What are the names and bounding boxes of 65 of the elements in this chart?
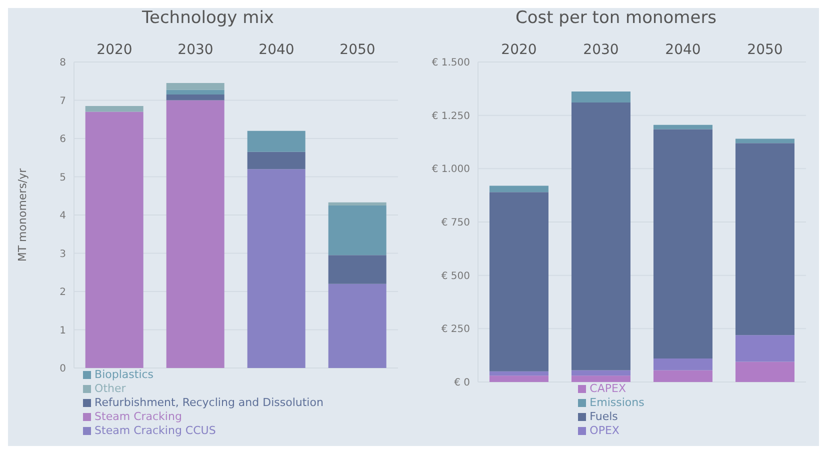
x-tick-label: 2030 (583, 42, 619, 58)
legend-label: Steam Cracking CCUS (94, 424, 216, 437)
y-tick-label: 8 (60, 58, 66, 69)
legend-label: Fuels (590, 410, 618, 423)
bar (166, 100, 224, 368)
y-tick-label: € 1.000 (432, 164, 470, 176)
bar (653, 358, 712, 370)
bar (735, 138, 794, 144)
bar (571, 370, 630, 376)
bar (571, 376, 630, 382)
bar (247, 130, 306, 152)
x-tick-label: 2050 (340, 42, 376, 58)
bar (653, 124, 712, 130)
x-tick-label: 2030 (178, 42, 214, 58)
y-tick-label: € 1.500 (432, 58, 470, 69)
bar (166, 94, 224, 100)
bar (571, 91, 630, 103)
y-tick-label: € 250 (441, 324, 470, 336)
bar (85, 112, 144, 368)
bar (735, 362, 794, 382)
y-tick-label: € 750 (441, 218, 470, 229)
x-tick-label: 2040 (258, 42, 294, 58)
legend-label: Steam Cracking (94, 410, 182, 423)
bar (328, 202, 386, 206)
bar (653, 129, 712, 359)
y-tick-label: € 1.250 (432, 110, 470, 122)
bar (735, 143, 794, 336)
bar (166, 90, 224, 95)
legend-label: Bioplastics (94, 368, 154, 381)
bar (328, 205, 386, 256)
x-tick-label: 2040 (665, 42, 701, 58)
chart-title: Technology mix (141, 8, 275, 30)
y-tick-label: 7 (60, 96, 66, 107)
y-tick-label: 3 (60, 248, 66, 260)
bar (166, 83, 224, 90)
bar (489, 186, 548, 192)
x-tick-label: 2020 (96, 42, 132, 58)
bar (489, 371, 548, 376)
bar (247, 152, 306, 170)
legend-label: CAPEX (590, 382, 626, 395)
legend-label: Emissions (590, 396, 644, 409)
y-tick-label: 6 (60, 134, 66, 146)
legend-label: Other (94, 382, 126, 395)
bar (328, 284, 386, 368)
bar (653, 370, 712, 382)
bar (571, 102, 630, 370)
bar (489, 376, 548, 382)
chart-title: Cost per ton monomers (514, 8, 718, 30)
bar (735, 335, 794, 362)
y-tick-label: € 0 (454, 378, 470, 389)
y-tick-label: 1 (60, 325, 66, 336)
y-tick-label: 5 (60, 172, 66, 184)
legend-label: Refurbishment, Recycling and Dissolution (94, 396, 324, 409)
y-axis-title: MT monomers/yr (16, 168, 29, 262)
y-tick-label: € 500 (441, 270, 470, 282)
y-tick-label: 0 (60, 364, 66, 375)
bar (247, 169, 306, 368)
x-tick-label: 2020 (501, 42, 537, 58)
y-tick-label: 2 (60, 287, 66, 298)
bar (328, 255, 386, 284)
x-tick-label: 2050 (747, 42, 783, 58)
bar (85, 106, 144, 112)
bar (489, 192, 548, 372)
legend-label: OPEX (590, 424, 620, 437)
y-tick-label: 4 (60, 210, 66, 222)
